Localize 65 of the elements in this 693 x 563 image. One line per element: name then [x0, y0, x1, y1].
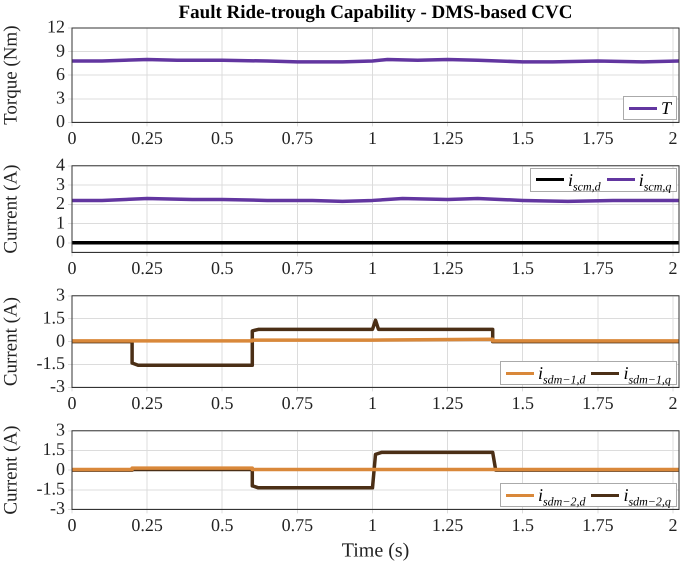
y-axis-title: Current (A)	[0, 164, 22, 254]
x-tick-label: 0.75	[282, 128, 314, 148]
x-tick-label: 2	[668, 514, 678, 535]
x-tick-label: 0.5	[211, 258, 234, 278]
x-tick-label: 1.25	[432, 514, 464, 535]
y-tick-label: -3	[50, 376, 65, 396]
x-tick-label: 0.25	[131, 258, 163, 278]
x-tick-label: 0.25	[131, 128, 163, 148]
x-tick-label: 0.75	[282, 514, 314, 535]
y-tick-label: 6	[56, 64, 65, 84]
x-tick-label: 0.75	[282, 392, 314, 413]
y-tick-label: 1	[56, 212, 65, 232]
y-tick-label: 0	[56, 458, 65, 479]
y-tick-label: -1.5	[36, 353, 65, 374]
y-tick-label: 12	[47, 16, 65, 37]
x-tick-label: 1	[368, 128, 377, 148]
x-tick-label: 1.5	[511, 258, 534, 278]
y-tick-label: 4	[56, 154, 65, 175]
y-tick-label: 0	[56, 330, 65, 350]
legend-label: i$_{sdm−1,d}$	[538, 362, 586, 387]
x-tick-label: 0.25	[131, 392, 163, 413]
y-tick-label: 0	[56, 232, 65, 252]
y-tick-label: 1.5	[42, 307, 65, 328]
x-tick-label: 0.5	[211, 514, 234, 535]
y-axis-title: Torque (Nm)	[0, 25, 22, 125]
x-tick-label: 1.5	[511, 128, 534, 148]
y-tick-label: -3	[50, 498, 65, 518]
x-tick-label: 1.25	[432, 392, 464, 413]
x-tick-label: 0.25	[131, 514, 163, 535]
y-tick-label: 0	[56, 111, 65, 132]
y-tick-label: 9	[56, 40, 65, 60]
x-tick-label: 0.5	[211, 392, 234, 413]
y-tick-label: 3	[56, 284, 65, 305]
x-tick-label: 0.5	[211, 128, 234, 148]
legend-label: T	[661, 97, 672, 120]
x-tick-label: 1	[368, 514, 377, 535]
legend-label: i$_{sdm−1,q}$	[623, 362, 671, 387]
x-tick-label: 1.5	[511, 514, 534, 535]
legend-label: i$_{sdm−2,q}$	[623, 484, 671, 509]
legend-label: i$_{scm,q}$	[638, 168, 672, 194]
x-axis-title: Time (s)	[342, 539, 410, 562]
y-tick-label: 1.5	[42, 439, 65, 460]
x-tick-label: 2	[668, 392, 678, 413]
x-tick-label: 0.75	[282, 258, 314, 278]
chart-title: Fault Ride-trough Capability - DMS-based CVC	[178, 2, 574, 24]
x-tick-label: 1.75	[582, 128, 614, 148]
x-tick-label: 1	[368, 392, 377, 413]
x-tick-label: 2	[668, 258, 678, 278]
y-tick-label: 3	[56, 88, 65, 108]
x-tick-label: 1.25	[432, 258, 464, 278]
y-tick-label: 3	[56, 420, 65, 440]
y-axis-title: Current (A)	[0, 426, 22, 515]
y-tick-label: -1.5	[36, 478, 65, 498]
x-tick-label: 1.75	[582, 392, 614, 413]
legend-label: i$_{scm,d}$	[568, 168, 601, 194]
x-tick-label: 1.75	[582, 514, 614, 535]
x-tick-label: 1	[368, 258, 377, 278]
x-tick-label: 2	[668, 128, 678, 148]
y-tick-label: 3	[56, 174, 65, 194]
x-tick-label: 1.25	[432, 128, 464, 148]
legend-label: i$_{sdm−2,d}$	[538, 484, 586, 509]
y-axis-title: Current (A)	[0, 297, 22, 386]
y-tick-label: 2	[56, 193, 65, 214]
x-tick-label: 1.75	[582, 258, 614, 278]
x-tick-label: 1.5	[511, 392, 534, 413]
